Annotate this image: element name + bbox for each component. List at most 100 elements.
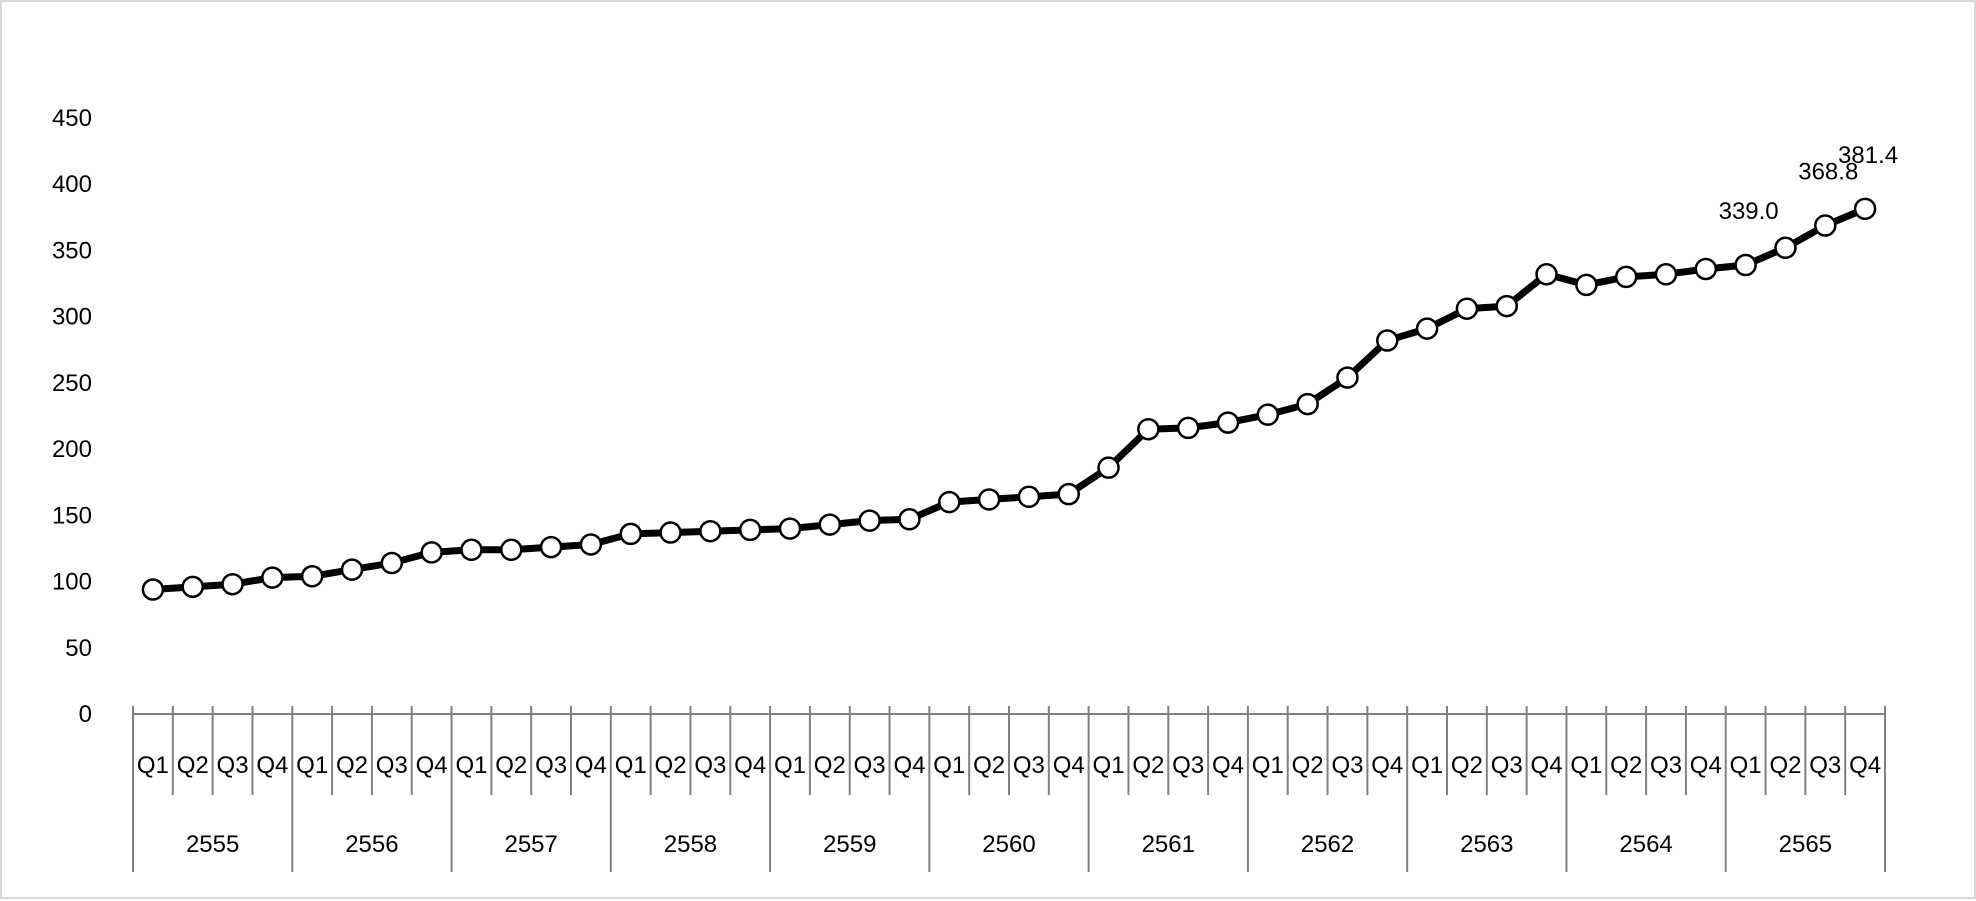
quarter-label: Q1	[296, 752, 328, 779]
quarter-label: Q3	[1809, 752, 1841, 779]
data-point	[1654, 263, 1678, 286]
quarter-label: Q4	[893, 752, 925, 779]
data-point	[1614, 265, 1638, 289]
quarter-label: Q2	[1769, 752, 1801, 779]
data-point	[340, 558, 364, 581]
data-point	[898, 508, 921, 531]
quarter-label: Q1	[1730, 752, 1762, 779]
data-label: 381.4	[1838, 142, 1898, 169]
y-tick-label: 150	[52, 502, 92, 529]
quarter-label: Q4	[1053, 752, 1085, 779]
data-point	[1694, 257, 1718, 281]
quarter-label: Q4	[1212, 752, 1244, 779]
data-point	[1376, 329, 1399, 352]
y-tick-label: 0	[79, 701, 92, 728]
year-label: 2561	[1142, 831, 1195, 858]
quarter-label: Q2	[973, 752, 1005, 779]
quarter-label: Q1	[774, 752, 806, 779]
year-label: 2565	[1779, 831, 1832, 858]
x-axis: Q1 Q2 Q3 Q4 Q1 Q2 Q3 Q4 Q1 Q2 Q3 Q4 Q1 Q2 Q3 Q4 Q1 Q2 Q3 Q4…	[132, 706, 1886, 872]
data-label: 368.8	[1798, 159, 1858, 186]
data-point	[500, 538, 523, 562]
data-point	[460, 538, 483, 562]
quarter-label: Q2	[655, 752, 687, 779]
y-tick-label: 50	[65, 635, 92, 662]
year-label: 2557	[504, 831, 557, 858]
quarter-label: Q2	[1292, 752, 1324, 779]
quarter-label: Q2	[814, 752, 846, 779]
quarter-label: Q3	[376, 752, 408, 779]
data-point	[818, 513, 842, 536]
quarter-label: Q4	[1849, 752, 1881, 779]
data-point	[938, 490, 961, 514]
data-point	[659, 521, 682, 544]
data-point	[1575, 273, 1598, 297]
year-label: 2564	[1619, 831, 1672, 858]
year-label: 2562	[1301, 831, 1354, 858]
quarter-label: Q1	[933, 752, 965, 779]
data-point	[1734, 253, 1757, 277]
data-point	[539, 535, 563, 559]
data-point	[261, 566, 284, 589]
data-point	[1256, 403, 1280, 426]
data-point	[1814, 214, 1837, 237]
data-point	[1535, 263, 1558, 286]
quarter-label: Q4	[416, 752, 448, 779]
quarter-label: Q4	[256, 752, 288, 779]
y-tick-label: 400	[52, 171, 92, 198]
data-point	[778, 517, 802, 540]
data-point	[181, 575, 204, 599]
data-point	[1097, 456, 1120, 479]
data-point	[1176, 416, 1200, 440]
quarter-label: Q3	[1172, 752, 1204, 779]
quarter-label: Q2	[177, 752, 209, 779]
data-point	[738, 518, 762, 542]
data-point	[619, 522, 642, 546]
quarter-label: Q4	[1690, 752, 1722, 779]
data-point	[1216, 411, 1240, 434]
quarter-label: Q3	[854, 752, 886, 779]
data-point	[858, 509, 881, 532]
quarter-label: Q4	[734, 752, 766, 779]
data-point	[1336, 366, 1359, 389]
quarter-label: Q3	[535, 752, 567, 779]
quarter-label: Q1	[1570, 752, 1602, 779]
data-point	[420, 541, 443, 564]
data-point	[1057, 482, 1080, 506]
y-tick-label: 200	[52, 436, 92, 463]
quarter-label: Q4	[575, 752, 607, 779]
quarter-label: Q3	[217, 752, 249, 779]
quarter-label: Q4	[1531, 752, 1563, 779]
year-label: 2556	[345, 831, 398, 858]
quarter-label: Q1	[1093, 752, 1125, 779]
y-tick-label: 100	[52, 569, 92, 596]
year-label: 2560	[982, 831, 1035, 858]
quarter-label: Q3	[694, 752, 726, 779]
y-tick-label: 300	[52, 304, 92, 331]
quarter-label: Q1	[137, 752, 169, 779]
data-points	[141, 197, 1877, 601]
quarter-label: Q1	[615, 752, 647, 779]
year-label: 2563	[1460, 831, 1513, 858]
y-axis-labels: 0 50 100 150 200 250 300 350 400 450	[52, 105, 92, 728]
data-point	[1495, 294, 1518, 318]
quarter-label: Q1	[1252, 752, 1284, 779]
quarter-label: Q3	[1013, 752, 1045, 779]
data-point	[1415, 317, 1439, 340]
y-tick-label: 350	[52, 237, 92, 264]
y-tick-label: 250	[52, 370, 92, 397]
quarter-label: Q2	[495, 752, 527, 779]
data-point	[1455, 297, 1479, 320]
quarter-label: Q4	[1371, 752, 1403, 779]
data-point	[1774, 236, 1797, 260]
quarter-label: Q2	[1610, 752, 1642, 779]
quarter-label: Q3	[1650, 752, 1682, 779]
data-label: 339.0	[1719, 198, 1779, 225]
year-label: 2555	[186, 831, 239, 858]
quarter-label: Q2	[336, 752, 368, 779]
data-point	[579, 533, 603, 556]
data-point	[1296, 392, 1319, 416]
